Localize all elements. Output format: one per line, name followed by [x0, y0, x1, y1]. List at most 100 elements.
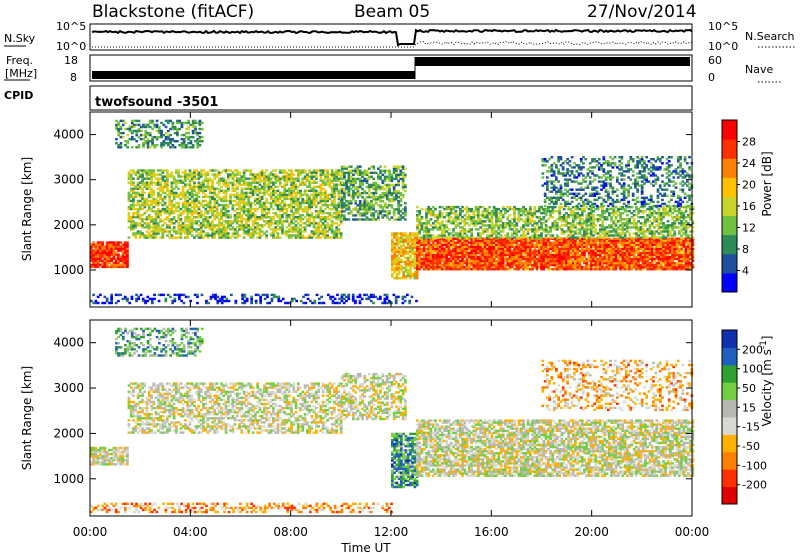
- heatmap-cell: [601, 244, 604, 246]
- heatmap-cell: [450, 268, 453, 270]
- heatmap-cell: [574, 250, 577, 252]
- heatmap-cell: [304, 169, 307, 171]
- heatmap-cell: [191, 206, 194, 208]
- heatmap-cell: [395, 218, 398, 220]
- heatmap-cell: [281, 192, 284, 194]
- heatmap-cell: [405, 261, 408, 263]
- heatmap-cell: [288, 230, 291, 232]
- heatmap-cell: [254, 173, 257, 175]
- heatmap-cell: [404, 300, 407, 302]
- heatmap-cell: [292, 230, 295, 232]
- heatmap-cell: [227, 178, 230, 180]
- heatmap-cell: [637, 244, 640, 246]
- heatmap-cell: [132, 220, 135, 222]
- heatmap-cell: [372, 184, 375, 186]
- heatmap-cell: [531, 268, 534, 270]
- heatmap-cell: [281, 186, 284, 188]
- heatmap-cell: [182, 180, 185, 182]
- heatmap-cell: [238, 234, 241, 236]
- heatmap-cell: [250, 296, 253, 298]
- heatmap-cell: [418, 256, 421, 258]
- heatmap-cell: [384, 196, 387, 198]
- heatmap-cell: [288, 188, 291, 190]
- heatmap-cell: [209, 224, 212, 226]
- heatmap-cell: [324, 198, 327, 200]
- heatmap-cell: [225, 198, 228, 200]
- heatmap-cell: [388, 210, 391, 212]
- heatmap-cell: [288, 222, 291, 224]
- heatmap-cell: [382, 200, 385, 202]
- heatmap-cell: [379, 186, 382, 188]
- heatmap-cell: [493, 256, 496, 258]
- heatmap-cell: [331, 208, 334, 210]
- heatmap-cell: [207, 302, 210, 304]
- heatmap-cell: [552, 256, 555, 258]
- heatmap-cell: [396, 273, 399, 275]
- heatmap-cell: [216, 296, 219, 298]
- heatmap-cell: [137, 210, 140, 212]
- heatmap-cell: [379, 176, 382, 178]
- heatmap-cell: [286, 171, 289, 173]
- heatmap-cell: [270, 186, 273, 188]
- heatmap-cell: [341, 166, 344, 168]
- heatmap-cell: [234, 228, 237, 230]
- heatmap-cell: [547, 256, 550, 258]
- heatmap-cell: [400, 259, 403, 261]
- heatmap-cell: [416, 275, 419, 277]
- heatmap-cell: [348, 202, 351, 204]
- heatmap-cell: [552, 254, 555, 256]
- heatmap-cell: [270, 232, 273, 234]
- heatmap-cell: [381, 302, 384, 304]
- heatmap-cell: [388, 190, 391, 192]
- heatmap-cell: [445, 268, 448, 270]
- heatmap-cell: [425, 268, 428, 270]
- heatmap-cell: [106, 298, 109, 300]
- heatmap-cell: [404, 218, 407, 220]
- heatmap-cell: [384, 170, 387, 172]
- heatmap-cell: [495, 260, 498, 262]
- heatmap-cell: [132, 171, 135, 173]
- heatmap-cell: [283, 202, 286, 204]
- heatmap-cell: [396, 269, 399, 271]
- heatmap-cell: [128, 218, 131, 220]
- heatmap-cell: [543, 250, 546, 252]
- heatmap-cell: [295, 300, 298, 302]
- heatmap-cell: [132, 204, 135, 206]
- heatmap-cell: [148, 214, 151, 216]
- heatmap-cell: [450, 250, 453, 252]
- heatmap-cell: [241, 218, 244, 220]
- heatmap-cell: [110, 258, 113, 260]
- heatmap-cell: [315, 171, 318, 173]
- heatmap-cell: [348, 186, 351, 188]
- heatmap-cell: [347, 294, 350, 296]
- heatmap-cell: [229, 194, 232, 196]
- heatmap-cell: [324, 218, 327, 220]
- heatmap-cell: [186, 218, 189, 220]
- heatmap-cell: [473, 250, 476, 252]
- heatmap-cell: [379, 170, 382, 172]
- heatmap-cell: [594, 268, 597, 270]
- heatmap-cell: [304, 175, 307, 177]
- heatmap-cell: [515, 256, 518, 258]
- heatmap-cell: [277, 178, 280, 180]
- heatmap-cell: [338, 298, 341, 300]
- heatmap-cell: [174, 294, 177, 296]
- heatmap-cell: [150, 230, 153, 232]
- heatmap-cell: [265, 230, 268, 232]
- heatmap-cell: [143, 212, 146, 214]
- freq-label-line2: [MHz]: [5, 67, 37, 80]
- heatmap-cell: [329, 173, 332, 175]
- heatmap-cell: [245, 182, 248, 184]
- heatmap-cell: [556, 256, 559, 258]
- heatmap-cell: [256, 186, 259, 188]
- heatmap-cell: [265, 178, 268, 180]
- heatmap-cell: [256, 232, 259, 234]
- heatmap-cell: [122, 258, 125, 260]
- heatmap-cell: [368, 194, 371, 196]
- heatmap-cell: [218, 178, 221, 180]
- heatmap-cell: [450, 244, 453, 246]
- heatmap-cell: [375, 190, 378, 192]
- heatmap-cell: [515, 268, 518, 270]
- heatmap-cell: [202, 173, 205, 175]
- heatmap-cell: [155, 218, 158, 220]
